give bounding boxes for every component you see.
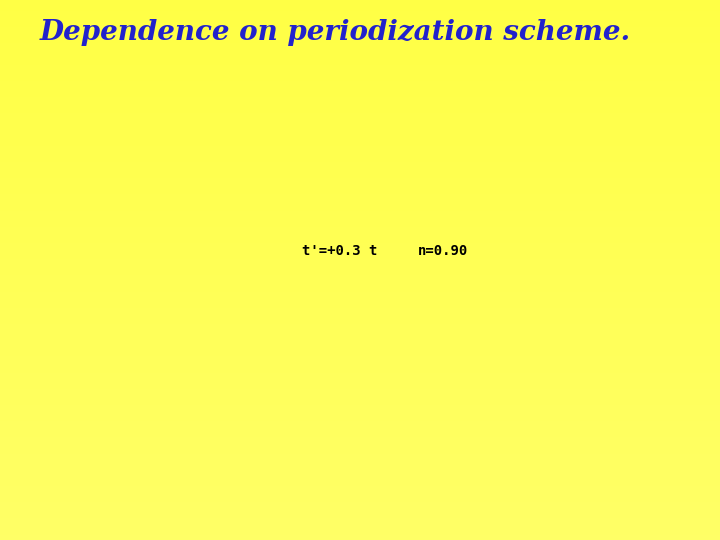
Text: $\pi$: $\pi$ [447, 297, 456, 307]
Text: $\pi$: $\pi$ [447, 119, 456, 129]
Text: $\pi$: $\pi$ [44, 297, 53, 307]
Text: G: G [633, 304, 649, 322]
Text: $\pi$: $\pi$ [246, 119, 254, 129]
Text: t'=+0.3 t: t'=+0.3 t [302, 244, 378, 258]
Text: $\pi$: $\pi$ [246, 297, 254, 307]
Text: Σ: Σ [233, 126, 246, 144]
Text: Figure 5.9:  Spectral function at the Fermi level in the k−space.  We present he: Figure 5.9: Spectral function at the Fer… [32, 452, 714, 474]
Text: M: M [426, 304, 448, 322]
Text: Dependence on periodization scheme.: Dependence on periodization scheme. [40, 19, 631, 46]
Text: n=0.90: n=0.90 [418, 244, 468, 258]
Text: Σ: Σ [233, 304, 246, 322]
Text: G: G [633, 126, 649, 144]
Text: M: M [426, 126, 448, 144]
Text: $\pi$: $\pi$ [44, 119, 53, 129]
